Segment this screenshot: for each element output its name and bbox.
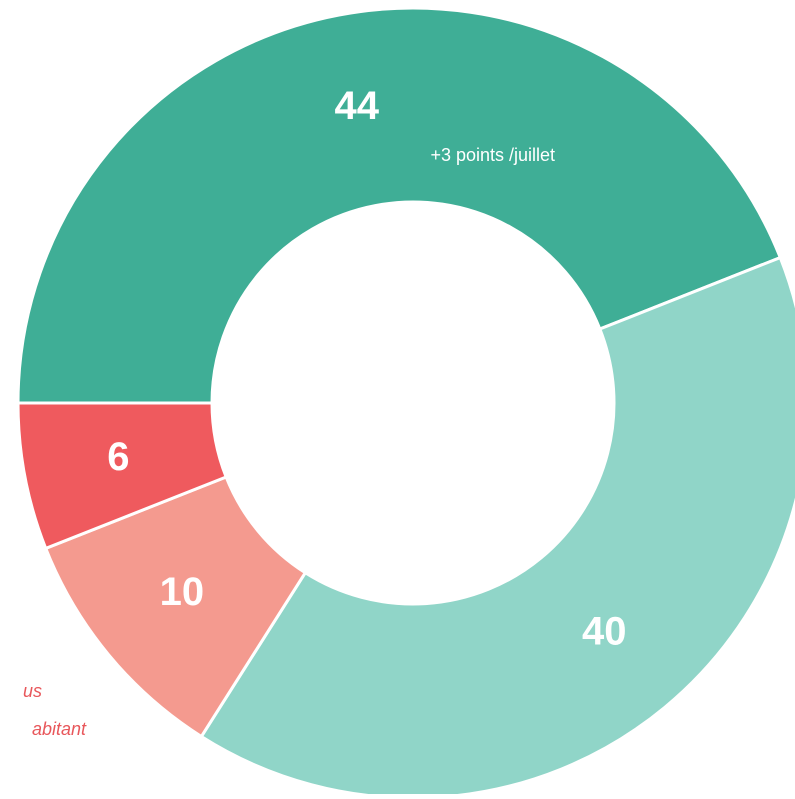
value-label: 10 xyxy=(160,570,205,614)
donut-segment xyxy=(16,6,783,405)
donut-segment xyxy=(199,255,795,799)
donut-segment xyxy=(16,401,229,551)
annotation: us xyxy=(23,681,42,701)
value-label: 6 xyxy=(107,435,129,479)
annotation: +3 points /juillet xyxy=(430,145,555,165)
annotation: abitant xyxy=(32,719,87,739)
value-label: 44 xyxy=(335,84,380,128)
value-label: 40 xyxy=(582,610,627,654)
